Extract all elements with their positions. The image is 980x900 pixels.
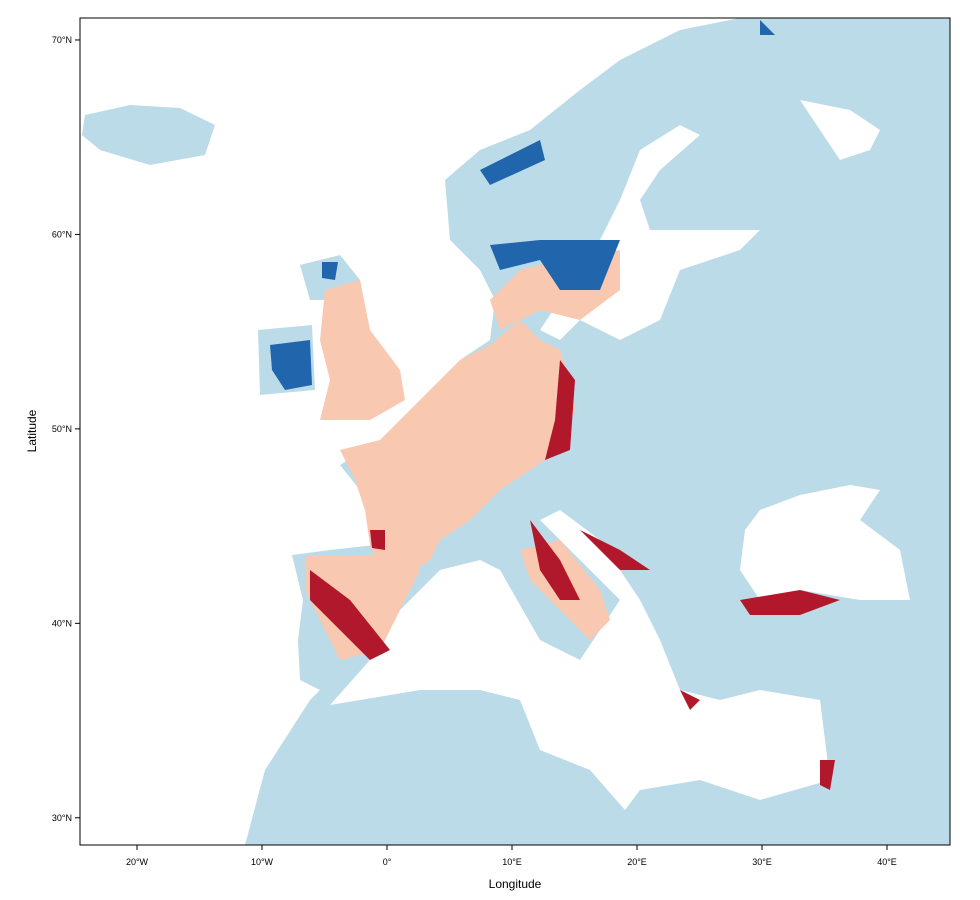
zone-blue <box>322 262 338 280</box>
zone-red <box>545 360 575 460</box>
zone-central <box>340 320 575 580</box>
map-area <box>80 18 950 845</box>
zone-red <box>370 530 385 550</box>
zone-red <box>530 520 580 600</box>
x-tick-label: 10°E <box>502 857 522 867</box>
y-tick-label: 70°N <box>52 35 72 45</box>
y-tick-label: 50°N <box>52 424 72 434</box>
y-axis-title: Latitude <box>25 409 39 452</box>
x-axis-title: Longitude <box>489 877 542 891</box>
zone-red <box>680 690 700 710</box>
white-sea <box>800 100 880 160</box>
x-tick-label: 20°E <box>627 857 647 867</box>
mediterranean <box>330 510 830 810</box>
zone-red <box>580 530 650 570</box>
plot-frame <box>79 17 951 846</box>
zone-blue <box>490 240 620 290</box>
zone-britain <box>320 280 405 420</box>
y-tick-label: 40°N <box>52 618 72 628</box>
zone-blue <box>480 140 545 185</box>
x-tick-label: 30°E <box>752 857 772 867</box>
zone-red <box>740 590 840 615</box>
zone-iberia <box>305 555 420 660</box>
iceland <box>82 105 215 165</box>
atlantic <box>80 18 740 845</box>
x-tick-label: 20°W <box>126 857 149 867</box>
x-tick-label: 40°E <box>877 857 897 867</box>
y-tick-label: 60°N <box>52 229 72 239</box>
zone-blue <box>270 340 312 390</box>
zone-red <box>820 760 835 790</box>
x-tick-label: 0° <box>383 857 392 867</box>
y-tick-label: 30°N <box>52 813 72 823</box>
x-tick-label: 10°W <box>251 857 274 867</box>
zone-red <box>310 570 390 660</box>
zone-blue <box>760 20 775 35</box>
black-sea <box>740 485 910 600</box>
